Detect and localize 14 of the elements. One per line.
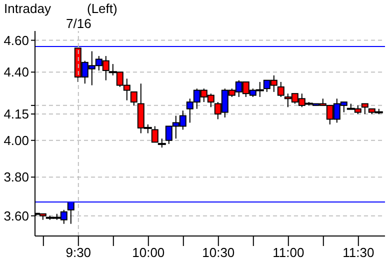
y-tick-label: 3.80 [4,170,29,185]
chart-subtitle: (Left) [86,1,118,16]
x-tick-label: 11:30 [342,245,374,260]
annotation: 7/16 [66,16,92,31]
x-tick-label: 9:30 [66,245,92,260]
y-tick-label: 4.40 [4,64,29,80]
x-tick-label: 10:00 [132,245,165,260]
x-tick-label: 11:00 [272,245,304,260]
y-tick-label: 4.15 [4,106,29,122]
y-tick-label: 4.00 [4,132,29,148]
y-tick-label: 4.60 [4,32,29,48]
chart-title: Intraday [4,1,51,16]
x-tick-label: 10:30 [202,245,235,260]
y-tick-label: 3.60 [4,208,29,224]
